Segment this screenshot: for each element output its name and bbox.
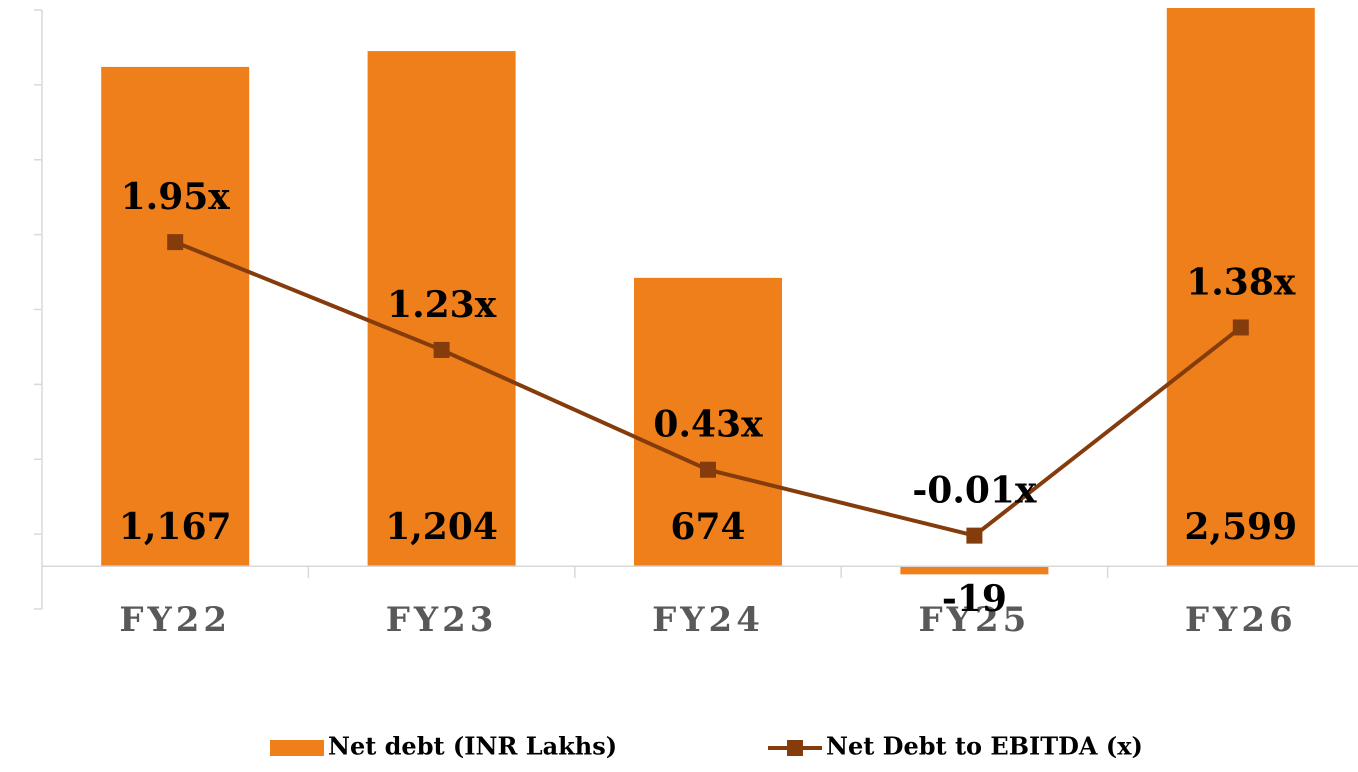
data-label: -19 — [942, 578, 1007, 620]
data-label: 1.23x — [387, 284, 497, 326]
x-tick-label: FY26 — [1185, 600, 1297, 640]
legend-swatch — [270, 740, 324, 756]
data-label: 0.43x — [653, 404, 763, 446]
plot-area — [101, 8, 1315, 575]
line-marker — [700, 461, 716, 478]
bar — [101, 66, 250, 567]
bar — [367, 51, 516, 567]
legend-label: Net debt (INR Lakhs) — [328, 732, 617, 761]
line-marker — [966, 527, 983, 544]
data-label: 1,167 — [119, 506, 232, 548]
data-label: 1.95x — [121, 176, 231, 218]
legend-label: Net Debt to EBITDA (x) — [826, 732, 1143, 761]
data-label: -0.01x — [912, 470, 1037, 512]
x-tick-label: FY22 — [119, 600, 231, 640]
line-marker — [433, 341, 450, 358]
x-tick-label: FY24 — [652, 600, 764, 640]
bar — [900, 566, 1049, 575]
bar — [1166, 8, 1315, 567]
line-marker — [1232, 319, 1249, 336]
line-marker — [167, 234, 184, 251]
data-label: 1,204 — [385, 506, 498, 548]
bar — [634, 277, 782, 567]
data-label: 1.38x — [1186, 261, 1296, 303]
data-label: 674 — [670, 506, 745, 548]
data-label: 2,599 — [1184, 506, 1297, 548]
x-tick-label: FY23 — [386, 600, 498, 640]
x-tick-label: FY25 — [919, 600, 1031, 640]
legend-swatch — [787, 740, 803, 756]
